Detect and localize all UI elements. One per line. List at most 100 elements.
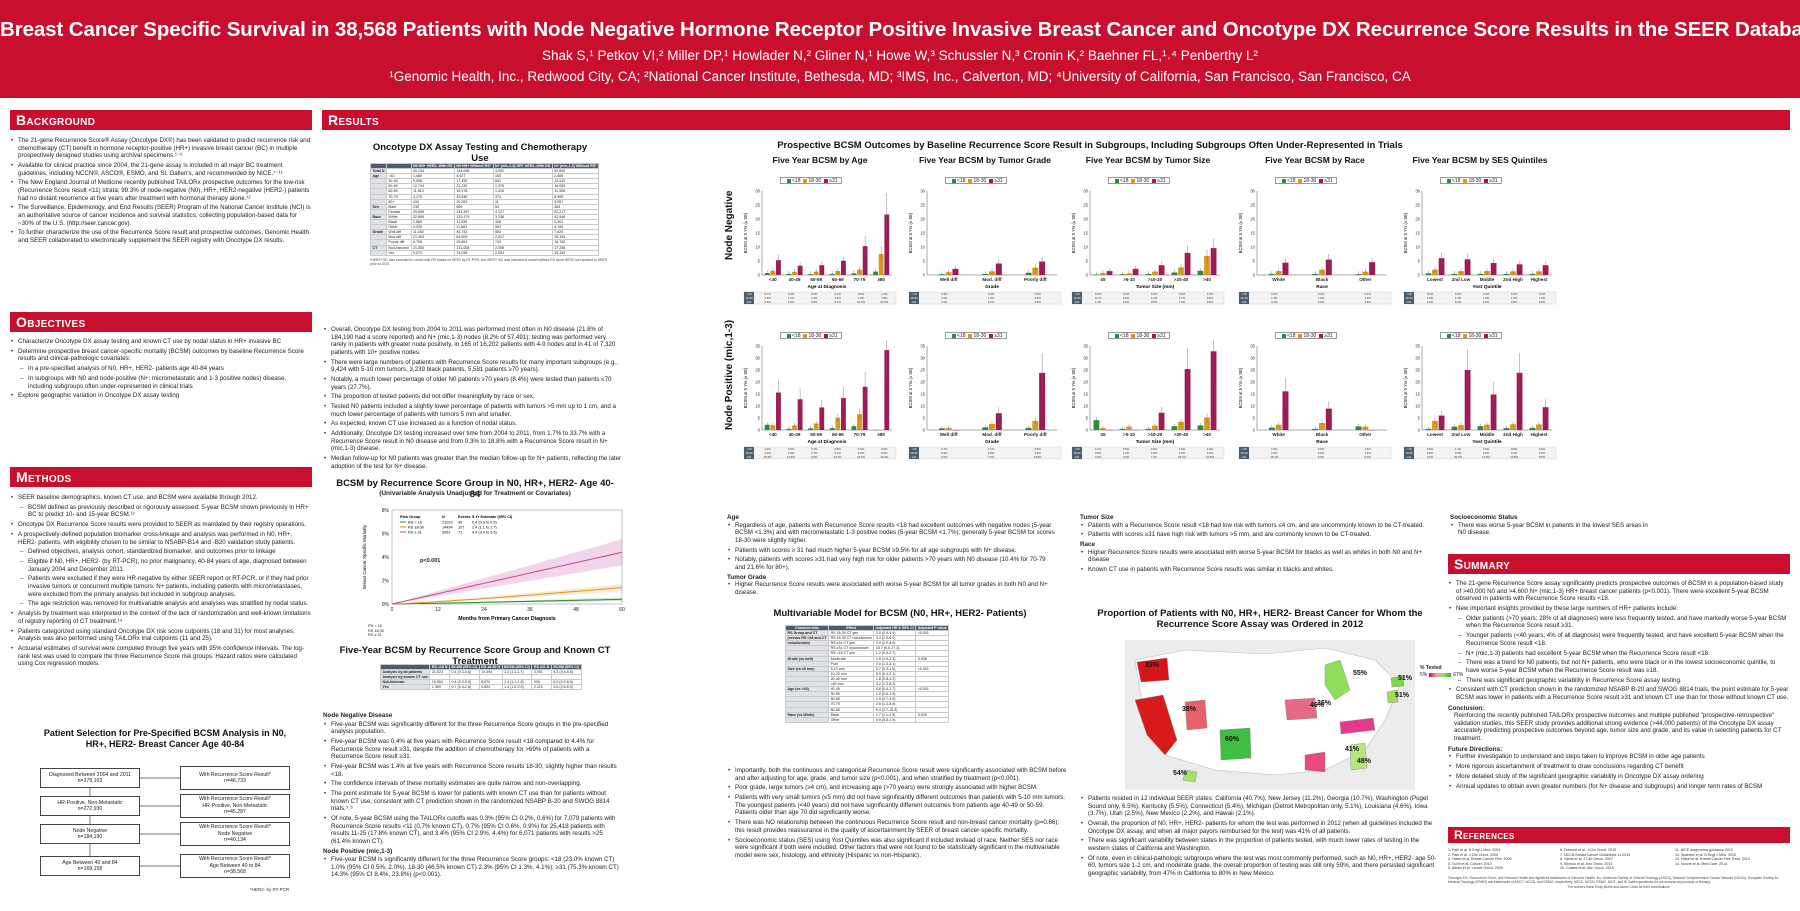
km-legend-text: 14494 [442, 526, 453, 530]
subgroup-table-label: <18 [912, 447, 917, 451]
legend-swatch [989, 333, 994, 338]
node-negative-text: Node Negative Disease Five-year BCSM was… [323, 712, 623, 881]
table-cell: Analysis by all patients [379, 669, 431, 676]
legend-label: <18 [1452, 178, 1461, 184]
state-percentage-label: 48% [1357, 758, 1372, 765]
bcsm-table-title: Five-Year BCSM by Recurrence Score Group… [339, 645, 611, 667]
table-cell: 1.4 (1.0-2.0) [501, 684, 533, 691]
y-axis-label: BCSM at 5 Yrs (± SE) [743, 367, 748, 408]
subgroup-table-value: 1.2% [881, 292, 888, 296]
x-tick-label: 2nd High [1503, 277, 1523, 282]
subgroup-table-value: 1.8% [1151, 451, 1158, 455]
subgroup-table-value: 5.6% [1455, 300, 1462, 304]
state-percentage-label: 36% [1317, 700, 1332, 707]
x-tick-label: Well diff [940, 277, 958, 282]
bar [776, 392, 781, 430]
y-tick-label: 30 [920, 189, 925, 194]
subgroup-chart: <18 18-30 ≥31 0 5 10 15 20 25 30 35 BCSM at 5 Yrs (… [905, 320, 1065, 480]
subgroup-legend: <18 18-30 ≥31 [1440, 332, 1502, 339]
legend-swatch [989, 178, 994, 183]
subgroup-table-value: 7.5% [881, 296, 888, 300]
subgroup-chart-svg: 0 5 10 15 20 25 30 BCSM at 5 Yrs (± SE) <40 40-49… [743, 189, 897, 305]
subgroup-chart-svg: 0 5 10 15 20 25 30 BCSM at 5 Yrs (± SE) Lowest 2n… [1403, 189, 1557, 305]
size-list: Patients with a Recurrence Score result … [1080, 522, 1440, 539]
subgroup-table-label: 18-30 [910, 451, 918, 455]
legend-label: <18 [957, 333, 966, 339]
x-tick-label: White [1272, 277, 1285, 282]
subgroup-table-value: 16.1% [1270, 455, 1278, 459]
subgroup-table-value: 0.8% [1095, 451, 1102, 455]
km-x-tick: 36 [527, 607, 533, 613]
legend-label: ≥31 [1157, 333, 1166, 339]
subgroup-table-value: 3.5% [1151, 300, 1158, 304]
bar [884, 350, 890, 430]
y-tick-label: 10 [1083, 245, 1088, 250]
subgroup-table-value: 0.5% [1151, 447, 1158, 451]
reference-item: 13. Habel et al. Breast Cancer Res Treat… [1675, 857, 1750, 862]
subgroup-table-label: ≥31 [1242, 300, 1247, 304]
table-cell: No/Unknown [385, 244, 412, 251]
table-cell: RS ≥31 CT yes [828, 640, 875, 647]
subgroup-table-label: <18 [1075, 292, 1080, 296]
table-cell: 3.6 (2.6-5.0) [550, 684, 582, 691]
objective-item: Characterize Oncotype DX assay testing a… [10, 338, 312, 346]
bar [1319, 423, 1325, 430]
km-x-tick: 0 [391, 607, 394, 613]
utah-state [1184, 699, 1208, 731]
flowchart-box: Age Between 40 and 84 n=169,158 [40, 856, 140, 876]
subgroup-table-value: 1.4% [1455, 447, 1462, 451]
y-tick-label: 30 [1083, 356, 1088, 361]
legend-swatch [1282, 178, 1286, 183]
y-tick-label: 20 [755, 380, 760, 385]
legend-swatch [1319, 178, 1324, 183]
subgroup-legend: <18 18-30 ≥31 [1440, 177, 1502, 184]
subgroup-table-value: 18.0% [857, 455, 865, 459]
y-tick-label: 0 [1086, 428, 1089, 433]
map-title: Proportion of Patients with N0, HR+, HER… [1097, 608, 1423, 630]
multivariable-table-row: Other 0.9 (0.5-1.5) [784, 716, 950, 723]
table-header: N+ (mic,1-3) Without RS* [551, 162, 600, 170]
reference-item: 12. Sparano et al. N Engl J Med. 2015 [1675, 852, 1736, 857]
age-item: Regardless of age, patients with Recurre… [727, 522, 1057, 545]
table-cell: 2,115 [531, 684, 552, 691]
poster-authors: Shak S,¹ Petkov VI,² Miller DP,¹ Howlade… [541, 48, 1259, 63]
subgroup-chart: <18 18-30 ≥31 0 5 10 15 20 25 30 35 BCSM at 5 Yrs (… [1235, 320, 1395, 480]
subgroup-table-value: 0.2% [1095, 292, 1102, 296]
km-legend-text: 4.4 (3.4 to 5.6) [472, 531, 497, 535]
table-cell: 1.4 (1.1-1.7) [501, 669, 533, 676]
subgroup-table-value: 3.4% [1179, 451, 1186, 455]
km-curve [391, 598, 623, 605]
subgroup-table-value: 23.8% [1510, 455, 1518, 459]
km-legend-header: 5-Yr Estimate (95% CI) [472, 515, 513, 519]
row-label-node-negative: Node Negative [724, 190, 735, 260]
assay-bullets: Overall, Oncotype DX testing from 2004 t… [323, 326, 623, 473]
km-legend-text: 1.4 (1.1 to 1.7) [472, 526, 497, 530]
y-tick-label: 15 [1083, 392, 1088, 397]
trademark-note: Oncotype DX, Recurrence Score, and Genom… [1448, 876, 1779, 884]
y-tick-label: 20 [1250, 217, 1255, 222]
subgroup-table-value: 2.0% [1455, 451, 1462, 455]
legend-label: 18-30 [1468, 333, 1482, 339]
legend-swatch [803, 178, 808, 183]
y-tick-label: 5 [923, 416, 926, 421]
subgroup-chart-title: Five Year BCSM by SES Quintiles [1412, 155, 1548, 165]
km-legend-text: RS < 18 [408, 521, 422, 525]
assay-table-footnote: *HER2+ BC was excluded in cohort with RS… [370, 257, 608, 266]
km-subtitle: (Univariable Analysis Unadjusted for Tre… [379, 490, 571, 497]
subgroup-table-value: 0.7% [941, 447, 948, 451]
objectives-list: Characterize Oncotype DX assay testing a… [10, 338, 312, 400]
bar [1325, 408, 1332, 430]
x-tick-label: Mod. diff [982, 432, 1002, 437]
x-tick-label: ≤5 [1100, 277, 1106, 282]
y-tick-label: 10 [1250, 245, 1255, 250]
bar [995, 263, 1002, 275]
table-cell [784, 716, 830, 723]
us-map: 33% 38% 36% 55% 51% 51% 60% 46% 41% 48% 54% [1125, 640, 1415, 790]
subgroup-table-rowhead [1072, 455, 1082, 459]
subgroup-table-rowhead [744, 292, 754, 296]
multivariable-table-row: 20-40 mm 1.8 (0.8-4.2) [784, 675, 950, 683]
subgroup-table-value: 0.8% [834, 447, 841, 451]
subgroup-chart-svg: 0 5 10 15 20 25 30 BCSM at 5 Yrs (± SE) White Bla… [1238, 189, 1392, 305]
legend-swatch [787, 178, 791, 183]
subgroup-table-label: 18-30 [1073, 451, 1081, 455]
